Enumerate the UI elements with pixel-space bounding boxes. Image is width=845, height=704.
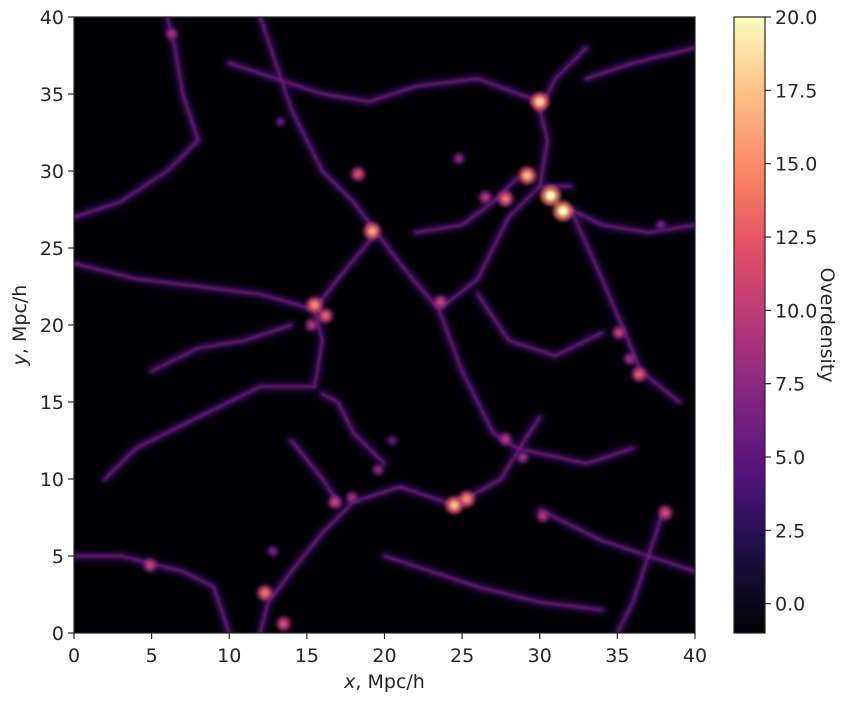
filament [414,177,518,234]
filament [383,554,603,611]
clump [375,466,382,473]
clump [277,119,284,125]
colorbar-tick-label: 5.0 [775,447,805,469]
clump [279,620,288,628]
clump [545,190,556,201]
clump [456,155,463,162]
colorbar-tick-label: 20.0 [775,7,817,29]
heatmap-background [74,17,695,633]
colorbar-tick-label: 7.5 [775,374,805,396]
filament [476,293,603,357]
filament [259,17,572,311]
y-tick-label: 0 [52,623,64,645]
clump [519,454,526,461]
filament [616,508,665,633]
colorbar-tick-label: 15.0 [775,154,817,176]
x-tick-label: 10 [217,645,241,667]
plot-area [74,17,695,633]
clump [522,171,532,181]
clump [661,509,670,517]
filament [321,393,386,465]
clump [658,222,664,228]
clump [308,321,315,329]
filament [74,17,200,219]
filament [290,439,339,504]
clump [615,329,623,337]
clump [558,206,569,217]
filament [569,208,695,234]
clump [389,437,395,444]
y-tick-label: 30 [40,161,64,183]
y-tick-label: 10 [40,469,64,491]
clump-layer [143,27,673,632]
clump [501,194,510,203]
colorbar-tick-label: 0.0 [775,594,805,616]
clump [310,300,319,310]
x-tick-label: 0 [68,645,80,667]
colorbar-tick-label: 2.5 [775,520,805,542]
clump [539,512,547,520]
filament [74,262,316,311]
clump [535,97,545,107]
colorbar-tick-label: 17.5 [775,80,817,102]
x-axis-label: x, Mpc/h [343,671,425,693]
y-tick-label: 15 [40,392,64,414]
clump [348,494,356,501]
filament [259,485,456,633]
filament [453,416,541,507]
colorbar-tick-label: 12.5 [775,227,817,249]
x-tick-label: 5 [146,645,158,667]
x-tick-label: 20 [372,645,396,667]
clump [146,561,154,569]
x-tick-label: 35 [605,645,629,667]
clump [482,193,489,201]
x-tick-label: 25 [450,645,474,667]
clump [168,30,175,38]
y-axis-label: y, Mpc/h [9,285,31,367]
colorbar: 0.0 2.5 5.0 7.5 10.0 12.5 15.0 17.5 20.0 Overden… [733,7,838,634]
filament [228,62,541,103]
colorbar-label: Overdensity [816,267,838,382]
clump [462,494,471,504]
clump [367,226,377,236]
x-tick-label: 15 [295,645,319,667]
clump [331,498,339,506]
y-axis: 0 5 10 15 20 25 30 35 40 [40,7,74,645]
clump [626,355,633,363]
filament [538,508,695,573]
y-tick-label: 35 [40,84,64,106]
clump [449,500,459,510]
clump [436,298,444,306]
clump [269,548,276,555]
colorbar-ticks: 0.0 2.5 5.0 7.5 10.0 12.5 15.0 17.5 20.0 [765,7,817,616]
x-tick-label: 40 [683,645,707,667]
clump [260,588,269,597]
clump [635,370,643,379]
clump [502,435,509,443]
y-tick-label: 5 [52,546,64,568]
y-tick-label: 40 [40,7,64,29]
filament [585,46,695,80]
colorbar-fill [733,16,766,634]
x-tick-label: 30 [528,645,552,667]
filament [150,323,293,373]
filament [103,385,316,481]
filament [74,554,231,633]
clump [354,170,362,178]
y-tick-label: 25 [40,238,64,260]
y-tick-label: 20 [40,315,64,337]
x-axis: 0 5 10 15 20 25 30 35 40 [68,633,707,667]
colorbar-tick-label: 10.0 [775,300,817,322]
clump [321,311,330,320]
